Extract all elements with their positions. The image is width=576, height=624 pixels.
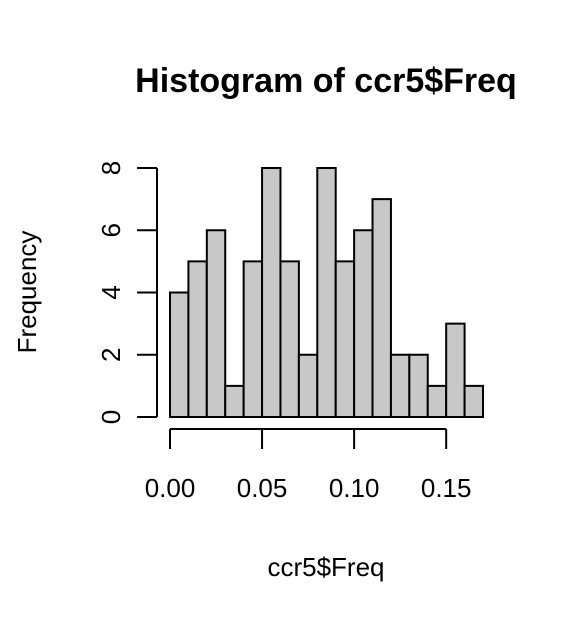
y-tick-label: 4 bbox=[96, 285, 126, 299]
y-tick-label: 8 bbox=[96, 161, 126, 175]
x-tick-label: 0.10 bbox=[329, 473, 380, 503]
x-axis-label: ccr5$Freq bbox=[267, 552, 384, 582]
x-tick-label: 0.00 bbox=[145, 473, 196, 503]
histogram-bar bbox=[224, 384, 245, 419]
x-axis: 0.00 0.05 0.10 0.15 bbox=[145, 428, 472, 503]
histogram-bar bbox=[279, 260, 300, 419]
y-tick-label: 0 bbox=[96, 410, 126, 424]
histogram-bar bbox=[426, 384, 448, 419]
histogram-bar bbox=[334, 260, 356, 419]
histogram-bar bbox=[408, 353, 429, 418]
x-tick-label: 0.05 bbox=[237, 473, 288, 503]
histogram-bar bbox=[261, 167, 282, 418]
histogram-bar bbox=[463, 384, 484, 419]
y-tick-label: 6 bbox=[96, 223, 126, 237]
histogram-bar bbox=[316, 167, 337, 418]
histogram-bar bbox=[371, 198, 392, 419]
histogram-bar bbox=[297, 353, 319, 418]
histogram-bar bbox=[389, 353, 411, 418]
chart-title: Histogram of ccr5$Freq bbox=[135, 62, 517, 100]
y-axis: 0 2 4 6 8 bbox=[96, 161, 158, 424]
histogram-bar bbox=[353, 229, 374, 418]
histogram-bar bbox=[205, 229, 227, 418]
histogram-bar bbox=[242, 260, 264, 419]
y-axis-label: Frequency bbox=[12, 231, 42, 354]
y-tick-label: 2 bbox=[96, 348, 126, 362]
histogram-bar bbox=[187, 260, 208, 419]
histogram-bar bbox=[169, 291, 190, 418]
histogram-bar bbox=[445, 322, 466, 419]
bars-group bbox=[169, 167, 484, 419]
x-tick-label: 0.15 bbox=[421, 473, 472, 503]
